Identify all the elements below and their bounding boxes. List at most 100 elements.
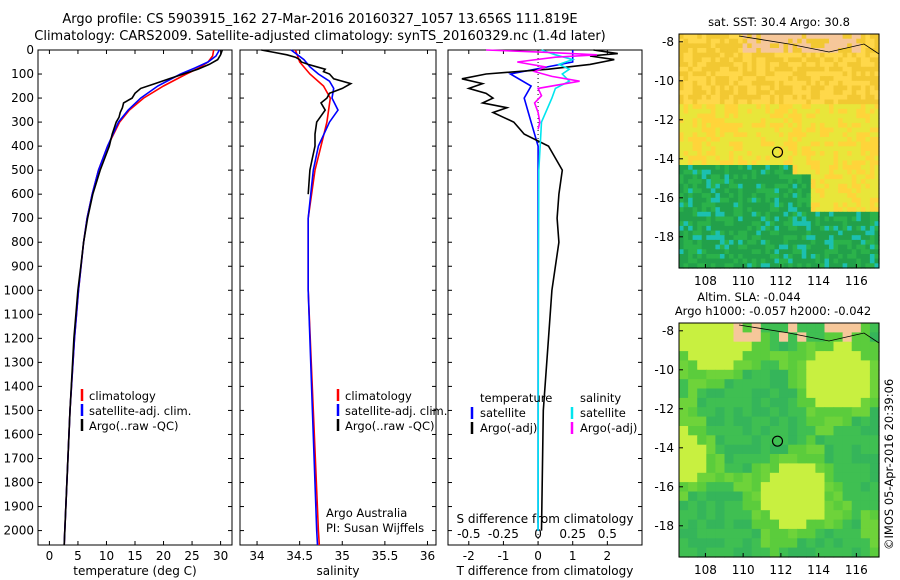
map-cell (751, 249, 757, 255)
map-cell (756, 183, 762, 190)
map-cell (869, 122, 875, 129)
map-cell (733, 538, 744, 549)
map-cell (829, 183, 835, 190)
map-cell (760, 211, 766, 218)
map-cell (788, 179, 794, 185)
map-cell (810, 179, 816, 185)
map-cell (833, 160, 839, 166)
map-cell (856, 160, 862, 166)
map-cell (765, 151, 771, 157)
map-cell (824, 482, 835, 493)
map-cell (838, 94, 844, 101)
map-cell (719, 146, 725, 152)
map-cell (733, 463, 744, 474)
map-cell (806, 500, 816, 511)
map-cell (710, 38, 716, 44)
map-cell (833, 538, 844, 549)
legend-heading: temperature (480, 391, 552, 405)
map-cell (869, 66, 875, 73)
map-cell (810, 34, 816, 40)
map-cell (865, 211, 871, 218)
map-cell (788, 397, 798, 408)
map-cell (683, 174, 689, 180)
map-cell (751, 416, 762, 427)
map-cell (774, 263, 780, 269)
map-cell (833, 249, 839, 255)
map-cell (751, 435, 762, 446)
map-cell (829, 151, 835, 157)
map-cell (856, 57, 862, 63)
map-cell (788, 207, 794, 213)
map-cell (697, 57, 703, 63)
map-cell (706, 62, 712, 68)
map-cell (797, 528, 807, 539)
map-cell (806, 341, 816, 352)
map-cell (697, 193, 703, 199)
map-cell (724, 90, 730, 96)
x-tick-label: 35 (335, 549, 350, 563)
map-cell (688, 510, 698, 521)
map-cell (815, 94, 821, 101)
map-cell (751, 230, 757, 236)
map-cell (869, 360, 880, 371)
map-cell (751, 183, 757, 190)
map-cell (842, 34, 848, 40)
map-cell (838, 216, 844, 222)
map-cell (810, 225, 816, 232)
map-cell (706, 482, 716, 493)
map-cell (747, 239, 753, 246)
map-cell (751, 155, 757, 161)
map-cell (869, 43, 875, 49)
map-cell (729, 202, 735, 208)
map-cell (815, 230, 821, 236)
map-cell (701, 80, 707, 87)
map-cell (765, 258, 771, 264)
map-cell (729, 34, 735, 40)
map-cell (860, 99, 866, 105)
map-cell (751, 235, 757, 241)
map-cell (806, 407, 816, 418)
map-cell (860, 137, 866, 143)
map-cell (874, 80, 880, 87)
map-cell (806, 66, 812, 73)
map-cell (756, 263, 762, 269)
map-cell (729, 113, 735, 119)
map-cell (769, 197, 775, 204)
map-cell (806, 193, 812, 199)
map-cell (824, 122, 830, 129)
map-cell (774, 66, 780, 73)
map-cell (842, 127, 848, 133)
map-cell (733, 519, 744, 530)
map-cell (801, 146, 807, 152)
map-cell (829, 122, 835, 129)
map-cell (765, 216, 771, 222)
map-cell (733, 482, 744, 493)
map-cell (724, 388, 735, 399)
map-cell (819, 239, 825, 246)
map-cell (779, 388, 789, 399)
map-cell (724, 202, 730, 208)
map-cell (806, 179, 812, 185)
y-tick-label: 300 (11, 115, 34, 129)
map-cell (860, 538, 871, 549)
map-cell (874, 230, 880, 236)
map-cell (688, 244, 694, 250)
map-cell (842, 216, 848, 222)
map-cell (756, 179, 762, 185)
map-cell (760, 547, 771, 558)
map-cell (819, 43, 825, 49)
map-cell (779, 155, 785, 161)
map-cell (788, 230, 794, 236)
map-cell (679, 360, 689, 371)
map-cell (833, 62, 839, 68)
map-cell (765, 71, 771, 77)
map-cell (824, 500, 835, 511)
map-cell (779, 99, 785, 105)
map-cell (769, 323, 780, 333)
map-cell (842, 351, 853, 362)
map-cell (679, 528, 689, 539)
map-cell (860, 379, 871, 390)
map-cell (769, 254, 775, 260)
map-cell (788, 216, 794, 222)
map-cell (688, 90, 694, 96)
